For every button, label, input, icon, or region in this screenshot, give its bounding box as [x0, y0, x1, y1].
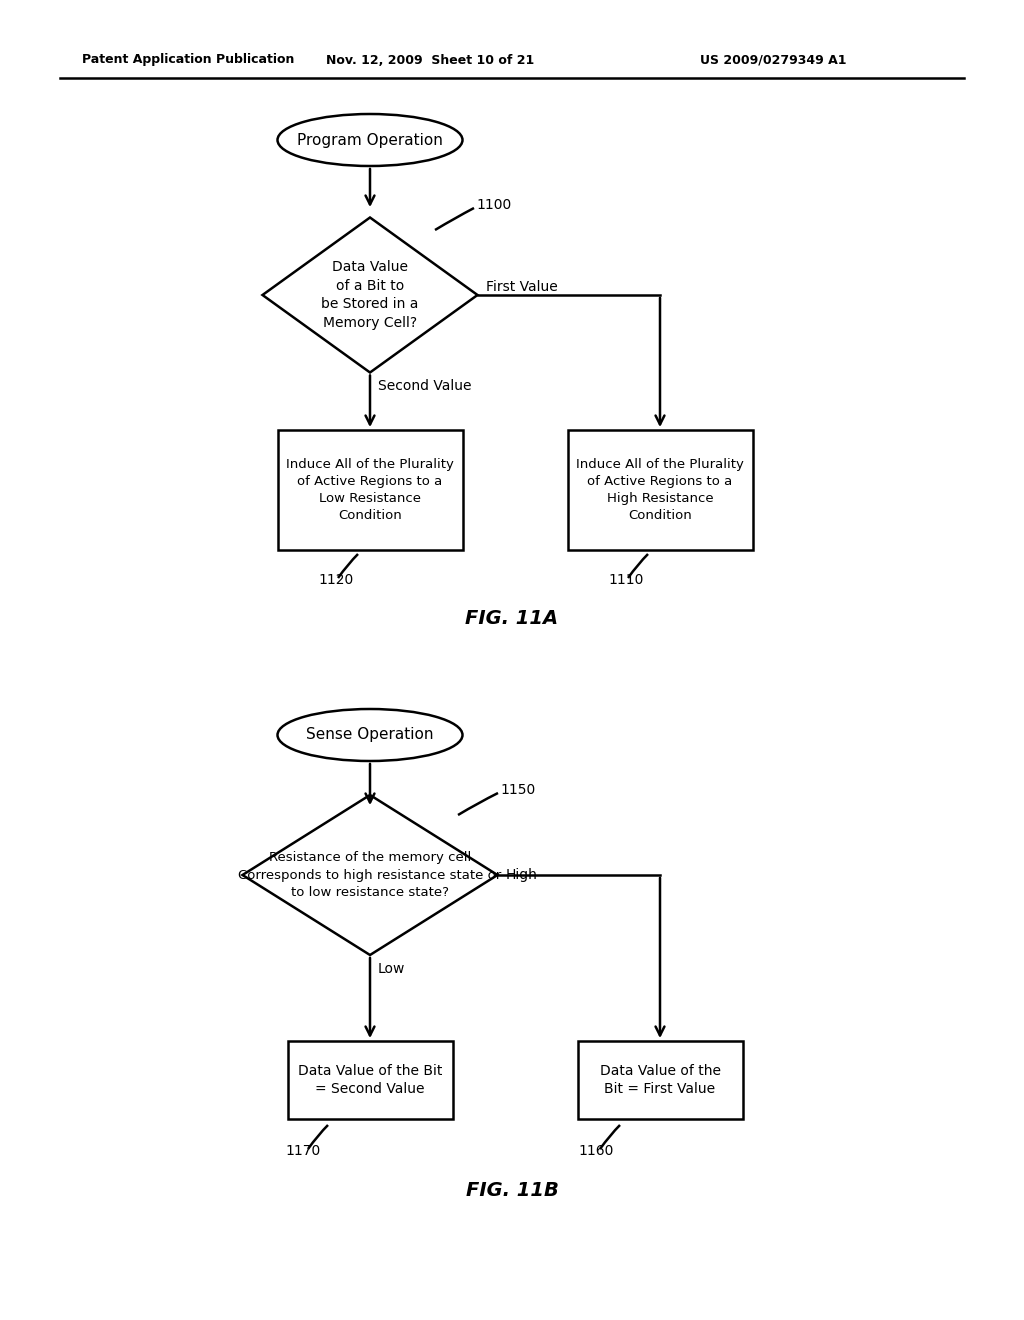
Text: US 2009/0279349 A1: US 2009/0279349 A1 [700, 54, 847, 66]
Text: 1100: 1100 [476, 198, 511, 213]
Text: 1170: 1170 [285, 1144, 321, 1158]
Text: 1110: 1110 [608, 573, 643, 587]
Text: Induce All of the Plurality
of Active Regions to a
Low Resistance
Condition: Induce All of the Plurality of Active Re… [286, 458, 454, 521]
Bar [278, 430, 463, 550]
Text: Data Value
of a Bit to
be Stored in a
Memory Cell?: Data Value of a Bit to be Stored in a Me… [322, 260, 419, 330]
Text: 1120: 1120 [318, 573, 353, 587]
Text: Low: Low [378, 962, 406, 975]
Bar [288, 1041, 453, 1119]
Text: High: High [506, 869, 538, 882]
Text: 1160: 1160 [578, 1144, 613, 1158]
Bar [578, 1041, 742, 1119]
Text: Nov. 12, 2009  Sheet 10 of 21: Nov. 12, 2009 Sheet 10 of 21 [326, 54, 535, 66]
Text: FIG. 11A: FIG. 11A [466, 609, 558, 627]
Text: Sense Operation: Sense Operation [306, 727, 434, 742]
Text: Resistance of the memory cell
Corresponds to high resistance state or
to low res: Resistance of the memory cell Correspond… [239, 851, 502, 899]
Text: 1150: 1150 [500, 783, 536, 797]
Text: Program Operation: Program Operation [297, 132, 443, 148]
Bar [567, 430, 753, 550]
Text: FIG. 11B: FIG. 11B [466, 1181, 558, 1200]
Text: First Value: First Value [485, 280, 557, 294]
Text: Data Value of the Bit
= Second Value: Data Value of the Bit = Second Value [298, 1064, 442, 1096]
Text: Induce All of the Plurality
of Active Regions to a
High Resistance
Condition: Induce All of the Plurality of Active Re… [577, 458, 744, 521]
Text: Patent Application Publication: Patent Application Publication [82, 54, 294, 66]
Text: Data Value of the
Bit = First Value: Data Value of the Bit = First Value [599, 1064, 721, 1096]
Text: Second Value: Second Value [378, 380, 471, 393]
